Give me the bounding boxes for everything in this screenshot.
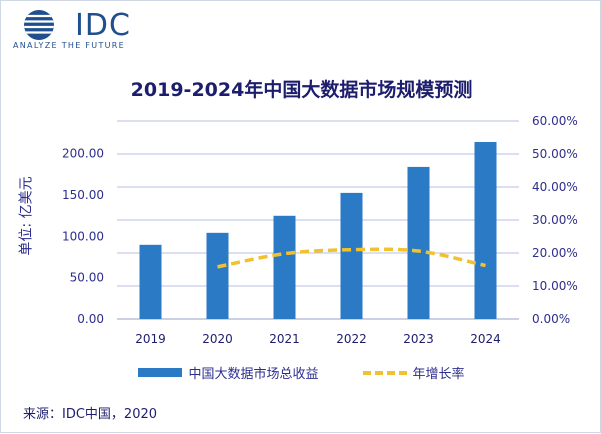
legend-swatch-line	[362, 370, 407, 375]
y-tick-label: 50.00	[70, 271, 104, 285]
bar	[340, 192, 363, 319]
source-note: 来源：IDC中国，2020	[23, 407, 158, 422]
growth-rate-line	[217, 247, 486, 269]
y-tick-label: 100.00	[62, 229, 104, 243]
chart-title: 2019-2024年中国大数据市场规模预测	[130, 79, 473, 101]
x-tick-label: 2020	[202, 332, 233, 346]
bar	[206, 232, 229, 319]
x-tick-label: 2021	[269, 332, 300, 346]
y-tick-label: 0.00	[77, 312, 104, 326]
legend-label-growth: 年增长率	[412, 367, 465, 382]
y2-tick-label: 20.00%	[532, 246, 578, 260]
x-tick-label: 2022	[336, 332, 367, 346]
legend-item-growth: 年增长率	[362, 363, 465, 382]
legend-item-revenue: 中国大数据市场总收益	[138, 363, 319, 382]
legend: 中国大数据市场总收益 年增长率	[1, 363, 601, 382]
logo-text: IDC	[75, 8, 131, 43]
bar	[139, 244, 162, 319]
y2-tick-label: 30.00%	[532, 213, 578, 227]
x-tick-label: 2019	[135, 332, 166, 346]
y-tick-label: 150.00	[62, 188, 104, 202]
y2-tick-label: 10.00%	[532, 279, 578, 293]
legend-swatch-bar	[138, 368, 183, 377]
y2-tick-label: 60.00%	[532, 114, 578, 128]
bar	[474, 142, 497, 319]
bar	[407, 166, 430, 319]
x-tick-label: 2023	[403, 332, 434, 346]
y2-tick-label: 0.00%	[532, 312, 570, 326]
x-tick-label: 2024	[470, 332, 501, 346]
y2-tick-label: 50.00%	[532, 147, 578, 161]
globe-icon	[24, 10, 54, 40]
y2-tick-label: 40.00%	[532, 180, 578, 194]
logo-tagline: ANALYZE THE FUTURE	[13, 41, 126, 50]
legend-label-revenue: 中国大数据市场总收益	[188, 367, 319, 382]
bar	[273, 215, 296, 319]
y-tick-label: 200.00	[62, 147, 104, 161]
idc-logo: IDC ANALYZE THE FUTURE	[11, 7, 141, 53]
